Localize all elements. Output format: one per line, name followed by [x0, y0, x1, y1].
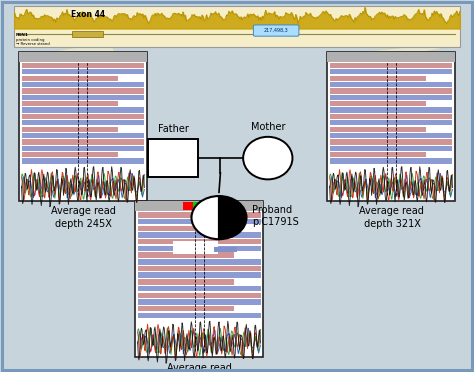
Bar [137, 292, 261, 298]
Bar [137, 212, 261, 218]
Bar [21, 158, 145, 164]
Bar [214, 247, 237, 252]
Ellipse shape [243, 137, 292, 179]
Bar [137, 252, 234, 258]
Bar [137, 272, 261, 278]
Text: 217,498,3: 217,498,3 [264, 28, 289, 33]
Bar [329, 126, 426, 132]
Bar [21, 82, 145, 87]
Bar [137, 266, 261, 271]
Bar [137, 232, 261, 238]
Wedge shape [191, 196, 219, 239]
Bar [21, 95, 145, 100]
Bar [137, 225, 234, 231]
Bar [19, 52, 147, 62]
Bar [329, 82, 453, 87]
Bar [137, 306, 234, 311]
Bar [137, 239, 261, 244]
Bar [21, 120, 145, 125]
Text: Exon 44: Exon 44 [71, 10, 105, 19]
Bar [329, 89, 453, 94]
Bar [21, 101, 118, 106]
Text: Average read
depth 675X: Average read depth 675X [167, 363, 231, 372]
Bar [329, 120, 453, 125]
Bar [329, 76, 426, 81]
Text: Proband
p.C1791S: Proband p.C1791S [252, 205, 299, 227]
Bar [329, 152, 426, 157]
Bar [329, 146, 453, 151]
Text: Mother: Mother [251, 122, 285, 132]
Bar [21, 126, 118, 132]
Polygon shape [51, 46, 115, 52]
Bar [329, 95, 453, 100]
Bar [21, 108, 145, 113]
Bar [19, 52, 147, 201]
Bar [135, 201, 263, 357]
Bar [329, 101, 426, 106]
Bar [21, 69, 145, 74]
Bar [329, 69, 453, 74]
Bar [192, 202, 202, 210]
Bar [137, 279, 234, 285]
Bar [329, 108, 453, 113]
Bar [72, 31, 103, 38]
Bar [21, 89, 145, 94]
Bar [329, 158, 453, 164]
Bar [148, 139, 198, 177]
Text: Average read
 depth 321X: Average read depth 321X [359, 206, 423, 229]
Bar [21, 140, 145, 145]
Bar [327, 52, 455, 62]
Bar [329, 140, 453, 145]
Bar [329, 114, 453, 119]
Bar [137, 299, 261, 305]
Bar [329, 133, 453, 138]
Bar [14, 6, 460, 46]
Text: FBN1: FBN1 [16, 33, 29, 37]
Bar [21, 63, 145, 68]
Bar [137, 312, 261, 318]
Bar [21, 114, 145, 119]
Wedge shape [219, 196, 246, 239]
Bar [137, 286, 261, 291]
Bar [137, 219, 261, 224]
Bar [137, 259, 261, 264]
Bar [135, 201, 263, 211]
Bar [21, 152, 118, 157]
Bar [21, 146, 145, 151]
Bar [327, 52, 455, 201]
Polygon shape [359, 46, 451, 52]
Text: protein coding: protein coding [16, 38, 45, 42]
Text: Father: Father [157, 124, 189, 134]
Bar [21, 76, 118, 81]
Text: Average read
depth 245X: Average read depth 245X [51, 206, 115, 229]
Bar [21, 133, 145, 138]
Text: → Reverse strand: → Reverse strand [16, 42, 50, 46]
Bar [183, 202, 192, 210]
Bar [137, 246, 261, 251]
Bar [173, 241, 218, 254]
FancyBboxPatch shape [254, 25, 299, 36]
Bar [329, 63, 453, 68]
